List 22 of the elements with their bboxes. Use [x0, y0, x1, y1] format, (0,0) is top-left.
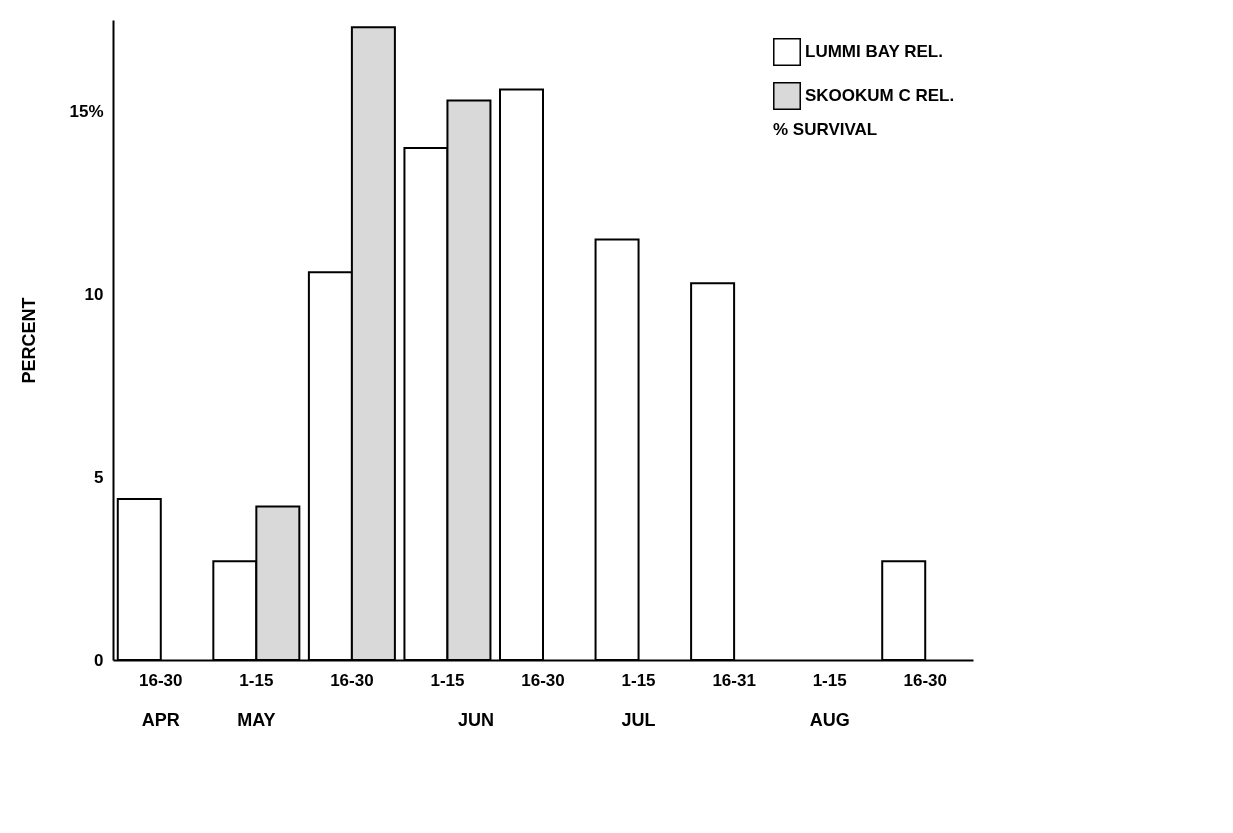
x-tick-label: 1-15: [621, 670, 656, 690]
legend-title: % SURVIVAL: [773, 120, 878, 139]
y-axis-title: PERCENT: [19, 297, 40, 384]
x-tick-label: 16-31: [712, 670, 756, 690]
text: MAY: [237, 710, 276, 730]
text: JUN: [458, 710, 495, 730]
x-tick-label: 16-30: [139, 670, 183, 690]
y-tick-label: 0: [94, 650, 104, 670]
x-tick-label: 16-30: [903, 670, 947, 690]
text: AUG: [809, 710, 850, 730]
x-tick-label: 16-30: [521, 670, 565, 690]
x-tick-label: 1-15: [430, 670, 465, 690]
y-tick-label: 10: [84, 284, 104, 304]
text: JUL: [621, 710, 656, 730]
legend-label: SKOOKUM C REL.: [805, 86, 955, 105]
y-tick-label: 5: [94, 467, 104, 487]
text: APR: [141, 710, 180, 730]
x-tick-label: 1-15: [812, 670, 847, 690]
x-tick-label: 16-30: [330, 670, 374, 690]
y-tick-label: 15%: [69, 101, 104, 121]
x-tick-label: 1-15: [239, 670, 274, 690]
legend-label: LUMMI BAY REL.: [805, 42, 943, 61]
